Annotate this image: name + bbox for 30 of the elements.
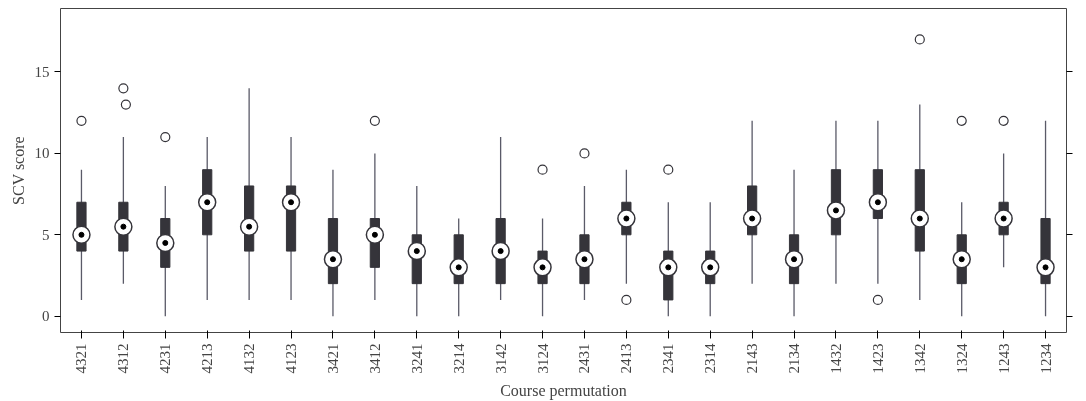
y-tick-label: 5 [42, 226, 50, 243]
x-tick-label: 4231 [157, 343, 174, 374]
x-tick-label: 2143 [744, 343, 761, 374]
y-tick-label: 15 [34, 64, 50, 80]
x-tick-label: 3241 [408, 343, 425, 374]
x-axis-title: Course permutation [500, 381, 627, 400]
x-tick-label: 2134 [786, 343, 803, 374]
y-axis-title: SCV score [9, 136, 27, 205]
x-tick-label: 1423 [869, 343, 886, 374]
x-tick-label: 2341 [660, 343, 677, 374]
x-tick-label: 4213 [199, 343, 216, 374]
x-tick-label: 1234 [1037, 343, 1054, 374]
x-tick-label: 3214 [450, 343, 467, 374]
x-tick-label: 3412 [366, 343, 383, 374]
x-tick-label: 4132 [241, 343, 258, 374]
x-tick-label: 4123 [283, 343, 300, 374]
x-tick-label: 3421 [324, 343, 341, 374]
x-tick-label: 3124 [534, 343, 551, 374]
x-tick-label: 4312 [115, 343, 132, 374]
x-tick-label: 1432 [827, 343, 844, 374]
x-tick-label: 2431 [576, 343, 593, 374]
x-tick-label: 1342 [911, 343, 928, 374]
x-tick-label: 1243 [995, 343, 1012, 374]
x-tick-label: 2314 [702, 343, 719, 374]
y-tick-label: 10 [34, 145, 50, 162]
y-tick-label: 0 [42, 308, 50, 325]
x-tick-label: 3142 [492, 343, 509, 374]
x-tick-label: 1324 [953, 343, 970, 374]
x-tick-label: 2413 [618, 343, 635, 374]
x-tick-label: 4321 [73, 343, 90, 374]
